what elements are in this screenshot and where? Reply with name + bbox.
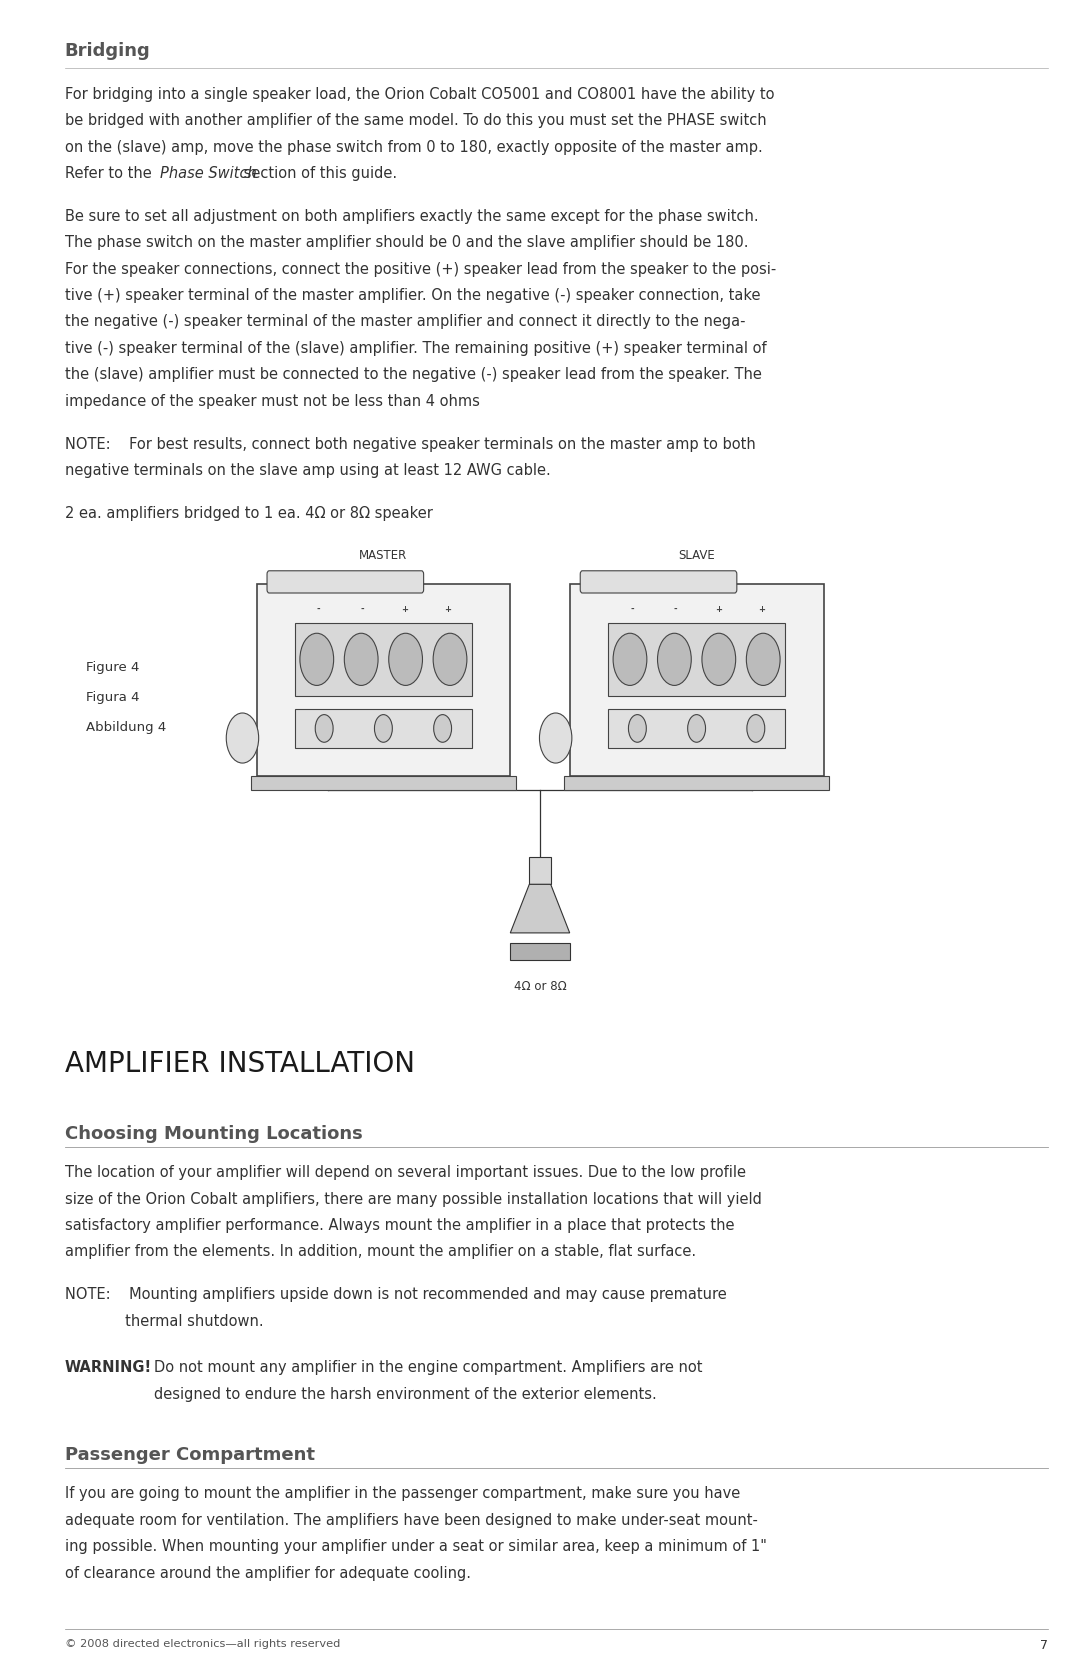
Circle shape: [300, 633, 334, 686]
Text: Abbildung 4: Abbildung 4: [86, 721, 166, 734]
Bar: [565, 776, 829, 789]
Text: WARNING!: WARNING!: [65, 1360, 152, 1375]
Text: -: -: [545, 866, 548, 875]
Circle shape: [375, 714, 392, 743]
Text: NOTE:    For best results, connect both negative speaker terminals on the master: NOTE: For best results, connect both neg…: [65, 437, 756, 452]
Text: Figura 4: Figura 4: [86, 691, 140, 704]
Circle shape: [658, 633, 691, 686]
Text: For bridging into a single speaker load, the Orion Cobalt CO5001 and CO8001 have: For bridging into a single speaker load,…: [65, 87, 774, 102]
Text: tive (-) speaker terminal of the (slave) amplifier. The remaining positive (+) s: tive (-) speaker terminal of the (slave)…: [65, 340, 767, 355]
Circle shape: [227, 713, 259, 763]
Text: Choosing Mounting Locations: Choosing Mounting Locations: [65, 1125, 363, 1143]
Text: -: -: [316, 604, 321, 614]
Circle shape: [629, 714, 646, 743]
Text: AMPLIFIER INSTALLATION: AMPLIFIER INSTALLATION: [65, 1050, 415, 1078]
Circle shape: [688, 714, 705, 743]
Text: tive (+) speaker terminal of the master amplifier. On the negative (-) speaker c: tive (+) speaker terminal of the master …: [65, 289, 760, 304]
Text: SLAVE: SLAVE: [678, 549, 715, 562]
Text: Figure 4: Figure 4: [86, 661, 139, 674]
Circle shape: [315, 714, 333, 743]
Circle shape: [434, 714, 451, 743]
Text: +: +: [758, 604, 765, 614]
Circle shape: [747, 714, 765, 743]
Text: -: -: [630, 604, 634, 614]
Text: 7: 7: [1040, 1639, 1048, 1652]
Text: Be sure to set all adjustment on both amplifiers exactly the same except for the: Be sure to set all adjustment on both am…: [65, 209, 758, 224]
Text: -: -: [673, 604, 677, 614]
Bar: [295, 709, 472, 748]
Bar: [251, 776, 516, 789]
Circle shape: [345, 633, 378, 686]
FancyBboxPatch shape: [267, 571, 423, 592]
Text: Phase Switch: Phase Switch: [160, 165, 257, 180]
Bar: [529, 856, 551, 885]
Text: size of the Orion Cobalt amplifiers, there are many possible installation locati: size of the Orion Cobalt amplifiers, the…: [65, 1192, 761, 1207]
Text: -: -: [360, 604, 364, 614]
Text: The location of your amplifier will depend on several important issues. Due to t: The location of your amplifier will depe…: [65, 1165, 746, 1180]
Bar: [570, 584, 824, 776]
Text: The phase switch on the master amplifier should be 0 and the slave amplifier sho: The phase switch on the master amplifier…: [65, 235, 748, 250]
Text: ing possible. When mounting your amplifier under a seat or similar area, keep a : ing possible. When mounting your amplifi…: [65, 1539, 767, 1554]
Text: NOTE:    Mounting amplifiers upside down is not recommended and may cause premat: NOTE: Mounting amplifiers upside down is…: [65, 1287, 727, 1302]
Text: 4Ω or 8Ω: 4Ω or 8Ω: [514, 980, 566, 993]
Text: +: +: [715, 604, 721, 614]
Bar: [510, 943, 570, 960]
Circle shape: [746, 633, 780, 686]
Text: MASTER: MASTER: [360, 549, 407, 562]
Text: © 2008 directed electronics—all rights reserved: © 2008 directed electronics—all rights r…: [65, 1639, 340, 1649]
Text: on the (slave) amp, move the phase switch from 0 to 180, exactly opposite of the: on the (slave) amp, move the phase switc…: [65, 140, 762, 155]
Text: 2 ea. amplifiers bridged to 1 ea. 4Ω or 8Ω speaker: 2 ea. amplifiers bridged to 1 ea. 4Ω or …: [65, 506, 433, 521]
Text: adequate room for ventilation. The amplifiers have been designed to make under-s: adequate room for ventilation. The ampli…: [65, 1512, 758, 1527]
Circle shape: [613, 633, 647, 686]
Text: PHASE 180°: PHASE 180°: [665, 571, 728, 581]
Circle shape: [540, 713, 572, 763]
Text: Do not mount any amplifier in the engine compartment. Amplifiers are not: Do not mount any amplifier in the engine…: [154, 1360, 703, 1375]
Bar: [257, 584, 510, 776]
Text: Refer to the: Refer to the: [65, 165, 157, 180]
Text: For the speaker connections, connect the positive (+) speaker lead from the spea: For the speaker connections, connect the…: [65, 262, 777, 277]
Text: the (slave) amplifier must be connected to the negative (-) speaker lead from th: the (slave) amplifier must be connected …: [65, 367, 761, 382]
Circle shape: [702, 633, 735, 686]
Text: impedance of the speaker must not be less than 4 ohms: impedance of the speaker must not be les…: [65, 394, 480, 409]
Bar: [295, 623, 472, 696]
Text: Bridging: Bridging: [65, 42, 150, 60]
Bar: [608, 623, 785, 696]
Text: designed to endure the harsh environment of the exterior elements.: designed to endure the harsh environment…: [154, 1387, 658, 1402]
Text: section of this guide.: section of this guide.: [239, 165, 397, 180]
Bar: [608, 709, 785, 748]
Text: of clearance around the amplifier for adequate cooling.: of clearance around the amplifier for ad…: [65, 1566, 471, 1581]
Circle shape: [389, 633, 422, 686]
Circle shape: [433, 633, 467, 686]
Text: Passenger Compartment: Passenger Compartment: [65, 1447, 314, 1464]
FancyBboxPatch shape: [580, 571, 737, 592]
Text: negative terminals on the slave amp using at least 12 AWG cable.: negative terminals on the slave amp usin…: [65, 462, 551, 477]
Text: PHASE 0°: PHASE 0°: [359, 571, 408, 581]
Text: satisfactory amplifier performance. Always mount the amplifier in a place that p: satisfactory amplifier performance. Alwa…: [65, 1218, 734, 1233]
Text: thermal shutdown.: thermal shutdown.: [65, 1314, 264, 1329]
Text: If you are going to mount the amplifier in the passenger compartment, make sure : If you are going to mount the amplifier …: [65, 1487, 740, 1502]
Text: +: +: [532, 866, 539, 875]
Text: +: +: [402, 604, 408, 614]
Polygon shape: [510, 885, 570, 933]
Text: the negative (-) speaker terminal of the master amplifier and connect it directl: the negative (-) speaker terminal of the…: [65, 314, 745, 329]
Text: +: +: [445, 604, 451, 614]
Text: amplifier from the elements. In addition, mount the amplifier on a stable, flat : amplifier from the elements. In addition…: [65, 1245, 696, 1260]
Text: be bridged with another amplifier of the same model. To do this you must set the: be bridged with another amplifier of the…: [65, 113, 767, 129]
